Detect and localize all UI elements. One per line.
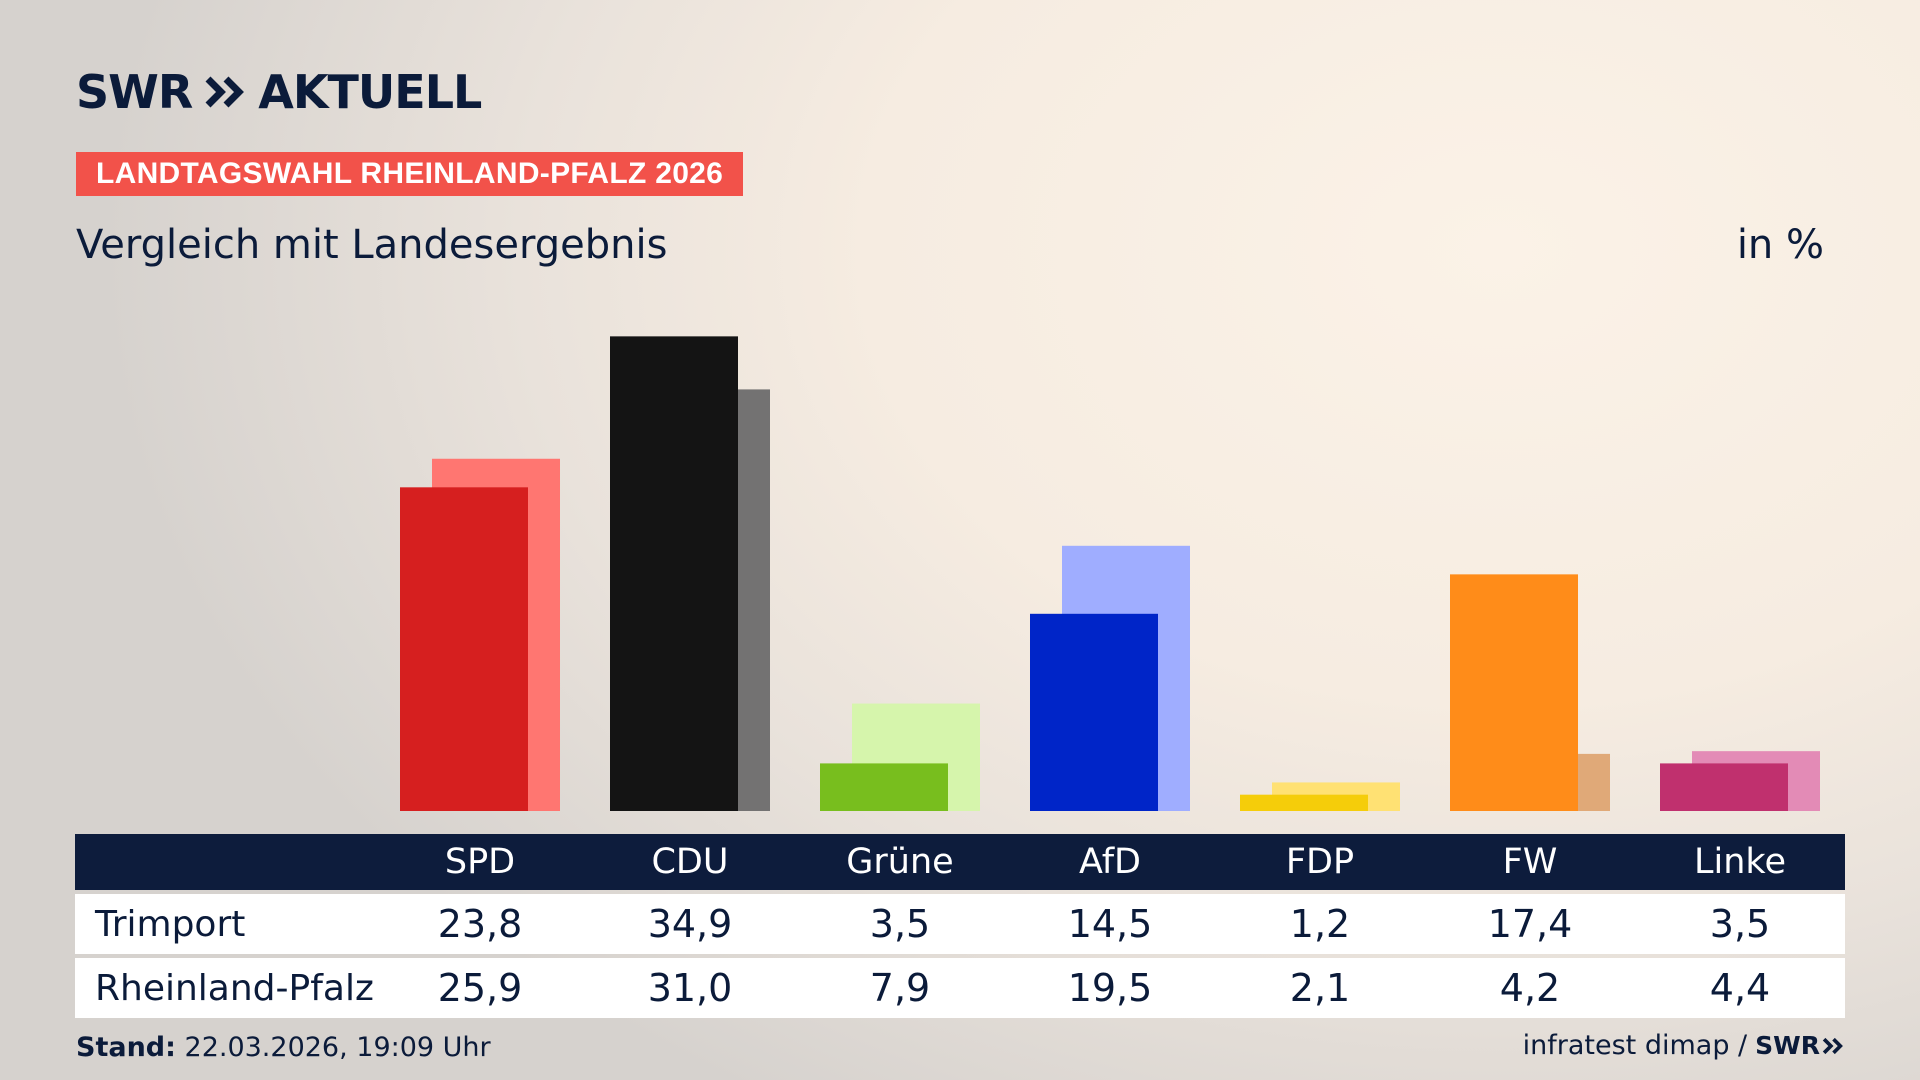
value-trimport-spd: 23,8 [437, 902, 523, 946]
source-brand: SWR [1755, 1031, 1844, 1060]
double-chevron-icon [1822, 1037, 1843, 1054]
brand-name: SWR [76, 65, 193, 119]
party-label-gruene: Grüne [846, 842, 954, 882]
table-header: SPD CDU Grüne AfD FDP FW Linke [75, 834, 1845, 890]
chart-subtitle: Vergleich mit Landesergebnis [76, 222, 668, 268]
value-trimport-gruene: 3,5 [869, 902, 931, 946]
bar-linke-trimport [1660, 763, 1788, 811]
source-brand-text: SWR [1755, 1031, 1820, 1060]
brand-suffix: AKTUELL [258, 65, 482, 119]
party-label-cdu: CDU [651, 842, 729, 882]
value-trimport-linke: 3,5 [1709, 902, 1771, 946]
value-trimport-cdu: 34,9 [647, 902, 733, 946]
table-row: Rheinland-Pfalz 25,9 31,0 7,9 19,5 2,1 4,2 4,4 [75, 958, 1845, 1018]
value-trimport-fw: 17,4 [1487, 902, 1573, 946]
table-row: Trimport 23,8 34,9 3,5 14,5 1,2 17,4 3,5 [75, 894, 1845, 954]
timestamp: Stand: 22.03.2026, 19:09 Uhr [76, 1032, 491, 1063]
stand-value: 22.03.2026, 19:09 Uhr [184, 1032, 491, 1063]
bar-cdu-trimport [610, 336, 738, 811]
bar-afd-trimport [1030, 613, 1158, 811]
party-label-fw: FW [1502, 842, 1558, 882]
swr-aktuell-logo: SWR AKTUELL [76, 62, 482, 122]
party-label-afd: AfD [1079, 842, 1141, 882]
bar-fw-trimport [1450, 574, 1578, 811]
value-rlp-afd: 19,5 [1067, 966, 1153, 1010]
source-text: infratest dimap / [1522, 1030, 1748, 1061]
party-label-spd: SPD [444, 842, 516, 882]
source-credit: infratest dimap / SWR [1523, 1030, 1844, 1061]
value-rlp-fw: 4,2 [1499, 966, 1561, 1010]
row-label-trimport: Trimport [95, 903, 246, 945]
bar-fdp-trimport [1240, 794, 1368, 811]
value-trimport-afd: 14,5 [1067, 902, 1153, 946]
value-trimport-fdp: 1,2 [1289, 902, 1351, 946]
results-table: SPD CDU Grüne AfD FDP FW Linke Trimport 23,8 34… [75, 834, 1845, 1018]
party-label-linke: Linke [1694, 842, 1786, 882]
value-rlp-fdp: 2,1 [1289, 966, 1351, 1010]
election-badge: LANDTAGSWAHL RHEINLAND-PFALZ 2026 [76, 152, 744, 196]
bar-spd-trimport [400, 487, 528, 811]
value-rlp-gruene: 7,9 [869, 966, 931, 1010]
value-rlp-linke: 4,4 [1709, 966, 1771, 1010]
double-chevron-icon [205, 76, 245, 108]
party-label-fdp: FDP [1285, 842, 1355, 882]
bar-gruene-trimport [820, 763, 948, 811]
value-rlp-cdu: 31,0 [647, 966, 733, 1010]
unit-label: in % [1736, 222, 1824, 268]
row-label-rheinland-pfalz: Rheinland-Pfalz [95, 967, 374, 1009]
stand-label: Stand: [76, 1032, 176, 1063]
value-rlp-spd: 25,9 [437, 966, 523, 1010]
